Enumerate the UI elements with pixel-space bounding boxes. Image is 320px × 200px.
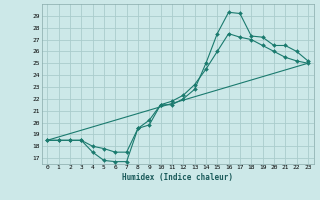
X-axis label: Humidex (Indice chaleur): Humidex (Indice chaleur) — [122, 173, 233, 182]
